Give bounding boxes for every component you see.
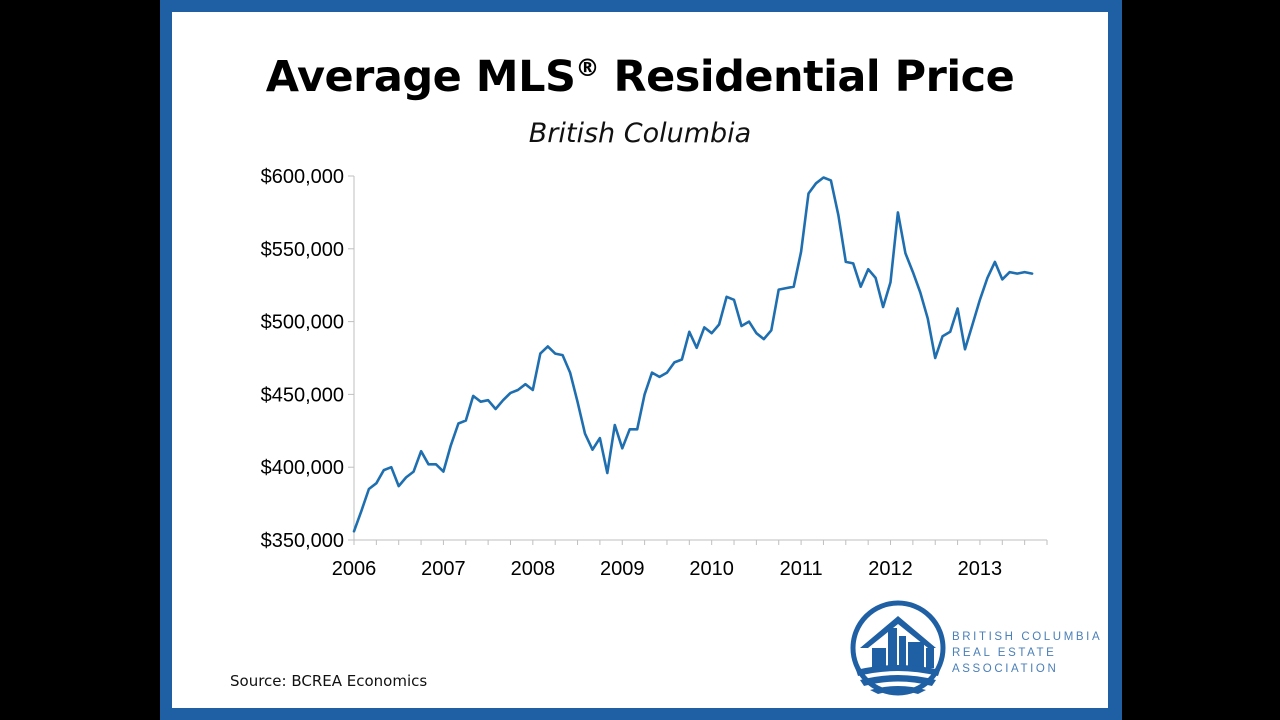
chart-subtitle: British Columbia: [528, 118, 752, 149]
logo-line-1: BRITISH COLUMBIA: [952, 631, 1103, 643]
logo-wordmark: BRITISH COLUMBIA REAL ESTATE ASSOCIATION: [952, 629, 1102, 677]
slide-frame: Average MLS® Residential Price British C…: [160, 0, 1122, 720]
y-tick-label: $550,000: [261, 239, 344, 261]
y-tick-label: $500,000: [261, 312, 344, 334]
chart-title-rest: Residential Price: [598, 52, 1015, 102]
x-tick-label: 2011: [780, 558, 823, 580]
series-line: [352, 176, 1034, 533]
line-chart: $350,000 $400,000 $450,000 $500,000 $550,000…: [261, 166, 1048, 580]
x-tick-label: 2012: [868, 558, 913, 580]
logo-line-3: ASSOCIATION: [952, 663, 1059, 675]
source-note: Source: BCREA Economics: [230, 672, 428, 690]
y-axis: $350,000 $400,000 $450,000 $500,000 $550,000…: [261, 166, 355, 552]
x-tick-label: 2006: [332, 558, 377, 580]
x-axis: 2006 2007 2008 2009 2010 2011 2012 2013: [332, 539, 1048, 580]
x-tick-label: 2007: [421, 558, 466, 580]
slide-body: Average MLS® Residential Price British C…: [172, 12, 1108, 708]
x-tick-label: 2013: [958, 558, 1003, 580]
x-tick-label: 2009: [600, 558, 645, 580]
x-tick-label: 2008: [511, 558, 556, 580]
chart-title-text: Average MLS: [265, 52, 576, 102]
chart-title: Average MLS® Residential Price: [172, 52, 1108, 102]
y-tick-label: $400,000: [261, 457, 344, 479]
logo-line-2: REAL ESTATE: [952, 647, 1057, 659]
registered-mark: ®: [575, 54, 599, 82]
bcrea-logo-icon: [850, 600, 946, 696]
y-tick-label: $600,000: [261, 166, 344, 188]
y-tick-label: $350,000: [261, 530, 344, 552]
y-tick-label: $450,000: [261, 384, 344, 406]
x-tick-label: 2010: [689, 558, 734, 580]
series-layer: [352, 176, 1034, 533]
